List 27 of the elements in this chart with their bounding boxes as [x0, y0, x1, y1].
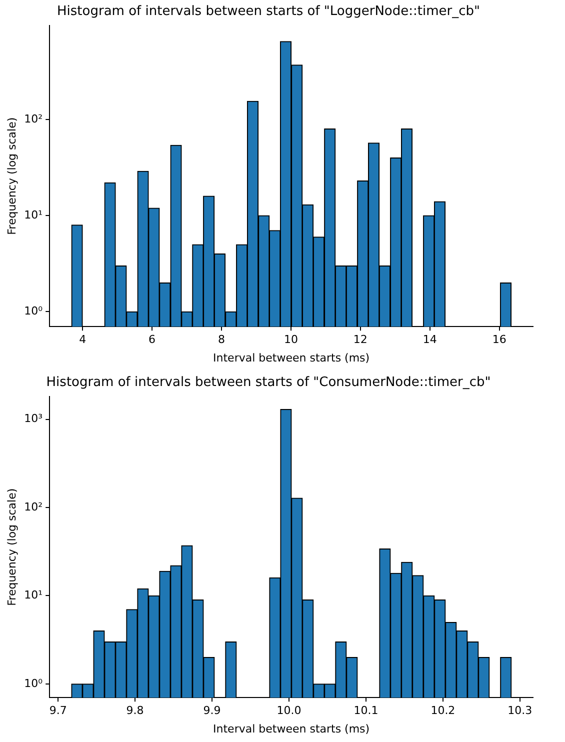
- x-tick-label: 9.9: [203, 704, 221, 718]
- chart-title: Histogram of intervals between starts of "LoggerNode::timer_cb": [57, 4, 480, 20]
- chart-title: Histogram of intervals between starts of "ConsumerNode::timer_cb": [46, 375, 491, 390]
- x-tick-label: 6: [148, 333, 156, 346]
- y-tick-label: 10³: [24, 412, 43, 426]
- y-axis-title: Frequency (log scale): [5, 117, 18, 235]
- x-tick-label: 9.7: [49, 704, 67, 718]
- x-tick-label: 10.1: [354, 704, 378, 718]
- y-tick-label: 10²: [24, 500, 43, 514]
- x-tick-label: 10.0: [276, 704, 302, 718]
- x-tick-label: 16: [492, 333, 506, 346]
- x-tick-label: 9.8: [126, 704, 144, 718]
- y-tick-label: 10²: [24, 112, 43, 126]
- y-axis-title: Frequency (log scale): [5, 488, 18, 606]
- y-tick-label: 10⁰: [24, 676, 44, 690]
- x-tick-label: 10.2: [430, 704, 456, 718]
- x-tick-label: 10: [284, 333, 298, 346]
- y-tick-label: 10¹: [24, 208, 43, 222]
- x-tick-label: 4: [79, 333, 86, 346]
- y-tick-label: 10⁰: [24, 304, 44, 318]
- x-tick-label: 10.3: [508, 704, 532, 718]
- x-tick-label: 8: [218, 333, 226, 346]
- y-tick-label: 10¹: [24, 588, 43, 602]
- x-axis-title: Interval between starts (ms): [213, 351, 370, 364]
- x-axis-title: Interval between starts (ms): [213, 722, 370, 736]
- x-tick-label: 14: [422, 333, 437, 346]
- x-tick-label: 12: [353, 333, 368, 346]
